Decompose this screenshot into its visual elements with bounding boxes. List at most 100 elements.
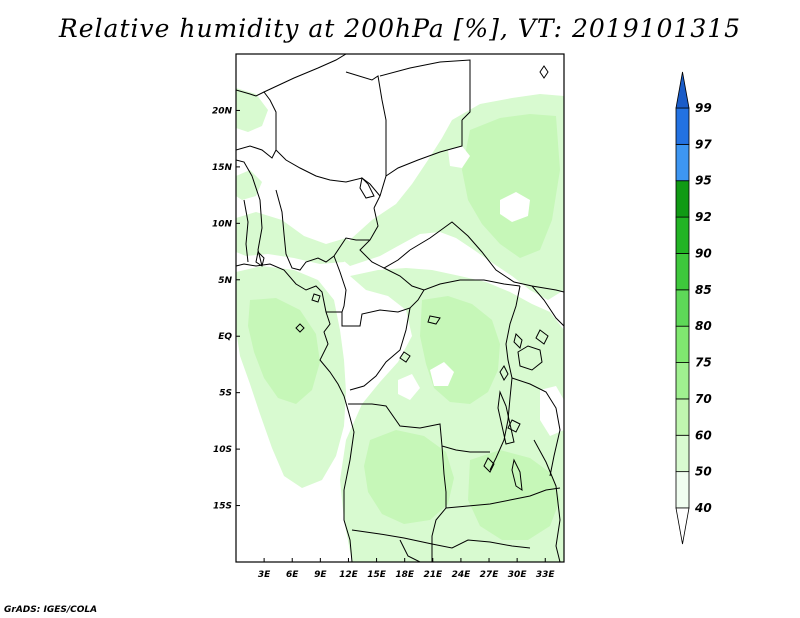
colorbar: 40 50 60 70 75 80 85 90 92 95 97 99 [675, 71, 712, 545]
lon-tick-label: 18E [395, 570, 415, 580]
humidity-core-east [462, 114, 560, 258]
dry-patch-2 [448, 146, 470, 168]
humidity-region-west-africa [236, 212, 358, 264]
lon-tick-label: 21E [423, 570, 443, 580]
lake-mweru [483, 457, 495, 473]
lon-tick-label: 33E [536, 570, 556, 580]
colorbar-segment [675, 471, 690, 509]
lon-tick-label: 27E [480, 570, 500, 580]
lake-malawi [511, 458, 523, 492]
colorbar-segment [675, 434, 690, 473]
border-libya-chad [345, 71, 387, 197]
longitude-axis: 3E 6E 9E 12E 15E 18E 21E 24E 27E 30E 33E [258, 558, 556, 580]
humidity-shading [236, 88, 564, 562]
humidity-core-south [364, 430, 454, 524]
border-sudan-south [409, 221, 564, 293]
colorbar-label: 75 [695, 356, 712, 370]
humidity-region-northwest [236, 88, 268, 132]
colorbar-under-triangle [675, 507, 690, 545]
lon-tick-label: 12E [339, 570, 359, 580]
border-congo-drc [349, 307, 411, 391]
colorbar-segment [675, 362, 690, 400]
lat-tick-label: EQ [218, 332, 232, 342]
lat-tick-label: 15S [213, 502, 232, 512]
colorbar-segment [675, 289, 690, 327]
humidity-core-west [248, 298, 320, 404]
lon-tick-label: 9E [314, 570, 327, 580]
lakes [255, 65, 549, 492]
lake-sahara-small [539, 65, 549, 79]
colorbar-segment [675, 325, 690, 363]
colorbar-label: 60 [695, 428, 712, 442]
dry-patch-1 [500, 192, 530, 222]
dry-patch-4 [398, 374, 420, 400]
country-borders [236, 54, 564, 562]
lake-bangweulu [507, 419, 521, 433]
colorbar-label: 92 [695, 210, 712, 224]
border-uganda-kenya [531, 285, 564, 327]
coastline-west-africa [236, 263, 355, 562]
border-mozambique [533, 439, 561, 562]
lat-tick-label: 10S [213, 445, 232, 455]
colorbar-segment [675, 180, 690, 218]
island-bioko [311, 293, 321, 303]
lake-east-small [535, 329, 549, 345]
colorbar-segment [675, 398, 690, 436]
border-libya-egypt [379, 59, 471, 121]
border-namibia [351, 529, 531, 549]
colorbar-over-triangle [675, 71, 690, 109]
colorbar-segment [675, 216, 690, 254]
border-mali-west [236, 159, 263, 267]
latitude-axis: 20N 15N 10N 5N EQ 5S 10S 15S [212, 106, 240, 512]
lon-tick-label: 30E [508, 570, 528, 580]
border-cameroon [326, 255, 347, 313]
chart-title: Relative humidity at 200hPa [%], VT: 201… [58, 14, 742, 43]
dry-patch-3 [430, 362, 454, 386]
humidity-core-southeast [468, 450, 560, 540]
border-gabon-congo [341, 289, 425, 327]
lat-tick-label: 5S [219, 389, 232, 399]
colorbar-segment [675, 253, 690, 291]
border-chad-sudan [385, 120, 463, 177]
lake-albert [513, 333, 523, 349]
lat-tick-label: 20N [212, 106, 233, 116]
border-drc-east [489, 285, 521, 471]
colorbar-label: 70 [695, 392, 712, 406]
lake-mai-ndombe [399, 351, 411, 363]
colorbar-label: 85 [695, 283, 712, 297]
border-tanzania [511, 377, 561, 477]
colorbar-label: 95 [695, 174, 712, 188]
dry-patch-5 [358, 300, 396, 346]
humidity-region-sahel-strip [236, 170, 262, 200]
lon-tick-label: 24E [452, 570, 472, 580]
colorbar-label: 40 [694, 501, 712, 515]
lake-chad [359, 176, 375, 199]
border-morocco [236, 89, 265, 97]
lat-tick-label: 10N [212, 219, 233, 229]
colorbar-label: 99 [695, 101, 712, 115]
lake-volta [255, 250, 265, 267]
border-southern-strip [399, 539, 421, 562]
colorbar-label: 90 [695, 246, 712, 260]
border-car-drc [383, 267, 521, 291]
software-credit: GrADS: IGES/COLA [4, 605, 98, 615]
lon-tick-label: 3E [258, 570, 271, 580]
lake-congo-basin [427, 315, 441, 325]
lon-tick-label: 6E [286, 570, 299, 580]
border-small-west [243, 199, 249, 263]
colorbar-label: 97 [695, 137, 712, 151]
lon-tick-label: 15E [367, 570, 387, 580]
border-nigeria [275, 189, 370, 271]
map-frame [235, 53, 565, 563]
lat-tick-label: 15N [212, 163, 233, 173]
dry-patch-6 [540, 386, 564, 436]
island-sao-tome [295, 323, 305, 333]
border-zambia-south [445, 487, 561, 509]
colorbar-label: 50 [695, 465, 712, 479]
border-algeria-mali [236, 54, 347, 159]
colorbar-segment [675, 107, 690, 145]
border-niger [275, 149, 381, 209]
border-drc-angola [348, 403, 490, 453]
lake-tanganyika [497, 390, 515, 445]
